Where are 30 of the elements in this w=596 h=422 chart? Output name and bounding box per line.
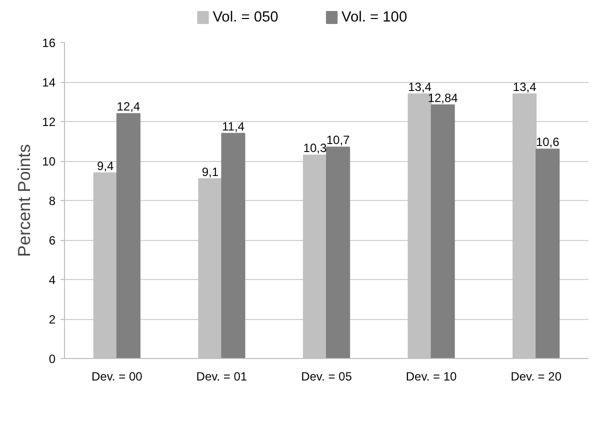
x-tick-label: Dev. = 10	[406, 370, 458, 384]
data-label: 11,4	[222, 119, 245, 134]
legend-label: Vol. = 100	[341, 10, 408, 26]
bar	[221, 132, 246, 358]
data-label: 10,6	[536, 135, 560, 150]
data-label: 10,7	[326, 133, 350, 148]
y-tick-label: 12	[42, 115, 56, 129]
bar	[116, 113, 140, 358]
data-label: 10,3	[303, 141, 327, 156]
x-tick-label: Dev. = 20	[510, 370, 562, 384]
y-tick-label: 0	[48, 352, 56, 366]
x-tick-label: Dev. = 00	[91, 370, 143, 384]
bar	[326, 146, 350, 358]
legend-label: Vol. = 050	[212, 10, 278, 26]
bar	[536, 148, 560, 358]
y-tick-label: 2	[48, 312, 56, 326]
y-tick-label: 16	[42, 36, 56, 50]
x-tick-label: Dev. = 05	[301, 370, 352, 384]
x-tick-label: Dev. = 01	[196, 370, 248, 384]
y-tick-label: 8	[48, 194, 56, 208]
data-label: 9,1	[202, 164, 219, 179]
y-tick-label: 6	[48, 234, 56, 248]
data-label: 12,4	[116, 100, 140, 114]
y-tick-label: 4	[48, 273, 56, 287]
y-tick-label: 10	[42, 154, 56, 168]
y-axis-title: Percent Points	[14, 144, 34, 257]
y-tick-label: 14	[42, 76, 56, 90]
bar	[430, 104, 455, 358]
data-label: 9,4	[97, 158, 114, 173]
data-label: 13,4	[512, 80, 537, 94]
